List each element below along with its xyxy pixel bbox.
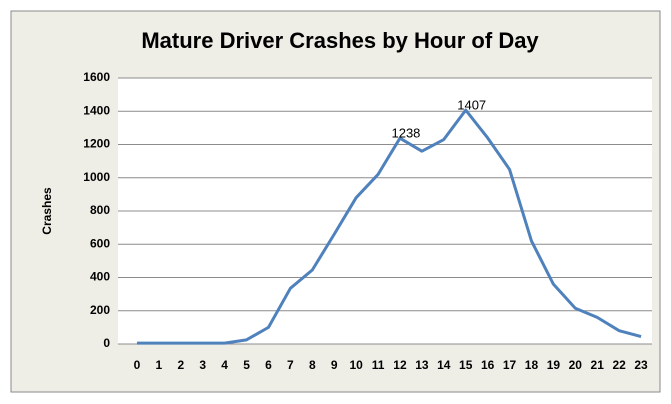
x-tick-label: 1 (156, 358, 163, 372)
x-tick-label: 21 (591, 358, 605, 372)
y-tick-label: 400 (90, 270, 110, 284)
x-tick-label: 10 (349, 358, 363, 372)
y-tick-label: 600 (90, 236, 110, 250)
x-tick-label: 11 (372, 358, 385, 372)
y-tick-label: 1000 (83, 170, 110, 184)
x-tick-label: 17 (503, 358, 517, 372)
x-tick-label: 20 (569, 358, 583, 372)
x-tick-label: 3 (199, 358, 206, 372)
y-tick-label: 200 (90, 303, 110, 317)
y-tick-label: 800 (90, 203, 110, 217)
y-tick-label: 0 (103, 336, 110, 350)
data-label: 1238 (391, 126, 420, 141)
x-tick-label: 6 (265, 358, 272, 372)
x-tick-label: 13 (415, 358, 429, 372)
x-tick-label: 16 (481, 358, 495, 372)
x-tick-label: 5 (243, 358, 250, 372)
y-tick-label: 1600 (83, 70, 110, 84)
x-tick-label: 2 (177, 358, 184, 372)
x-tick-label: 12 (393, 358, 407, 372)
x-tick-label: 23 (634, 358, 648, 372)
x-tick-label: 0 (134, 358, 141, 372)
x-tick-label: 9 (331, 358, 338, 372)
y-tick-label: 1200 (83, 137, 110, 151)
x-tick-label: 19 (547, 358, 561, 372)
x-tick-label: 15 (459, 358, 473, 372)
x-tick-label: 8 (309, 358, 316, 372)
chart-title: Mature Driver Crashes by Hour of Day (141, 28, 539, 53)
data-label: 1407 (457, 98, 486, 113)
x-tick-label: 7 (287, 358, 294, 372)
x-tick-label: 18 (525, 358, 539, 372)
line (136, 108, 642, 345)
x-tick-label: 22 (612, 358, 626, 372)
y-tick-label: 1400 (83, 103, 110, 117)
y-axis-label: Crashes (40, 187, 54, 235)
x-tick-label: 4 (221, 358, 228, 372)
x-tick-label: 14 (437, 358, 451, 372)
